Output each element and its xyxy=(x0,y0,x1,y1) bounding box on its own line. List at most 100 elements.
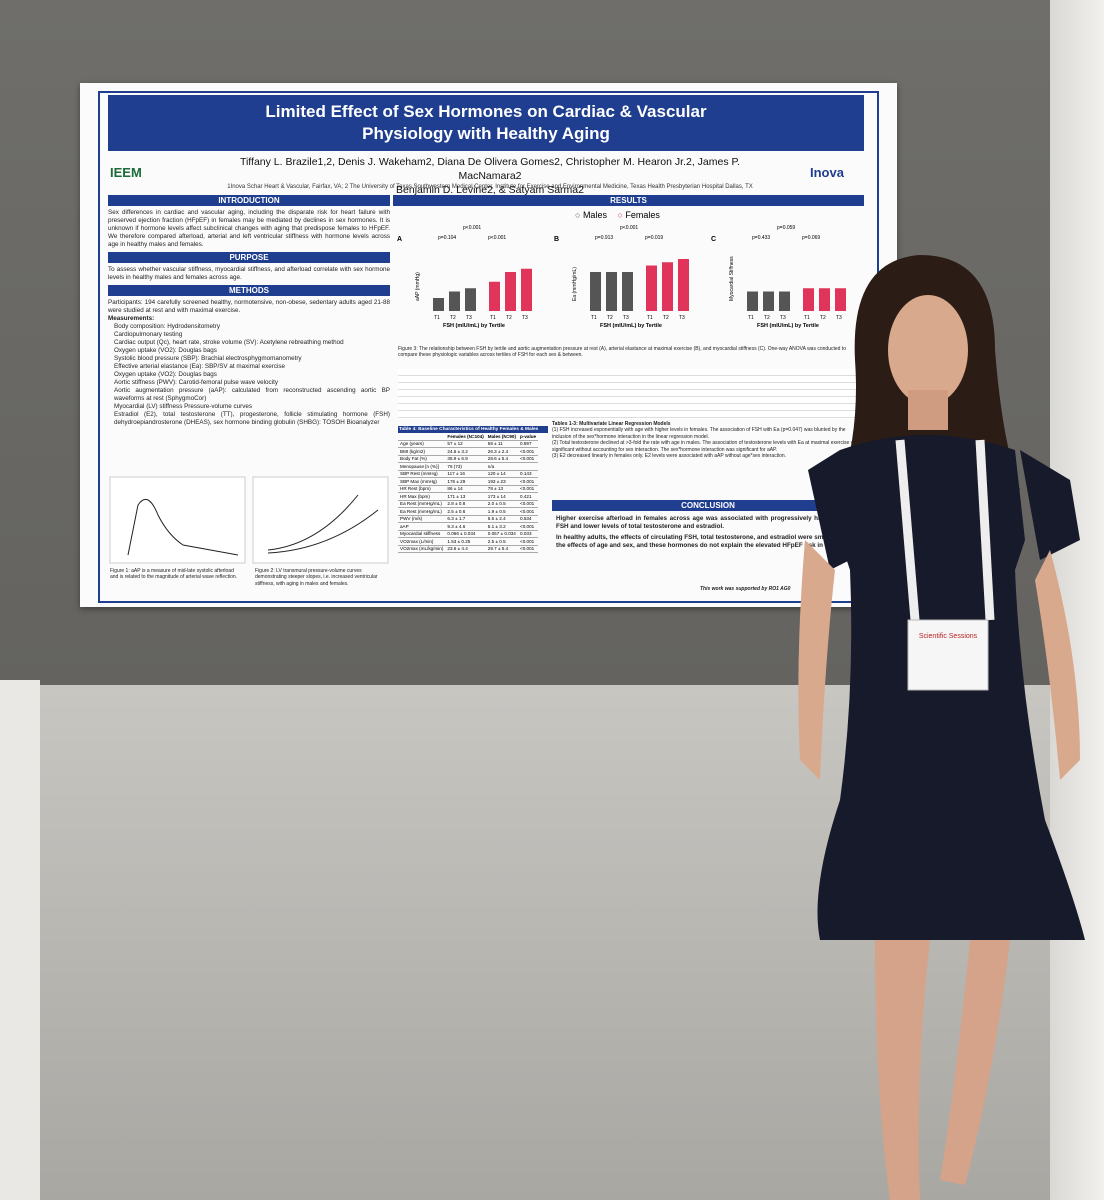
table-cell: 120 ± 14 xyxy=(485,470,519,478)
method-item: Systolic blood pressure (SBP): Brachial … xyxy=(114,355,302,362)
poster: Limited Effect of Sex Hormones on Cardia… xyxy=(80,83,897,607)
regression-tables xyxy=(398,369,864,419)
regression-summary: Tables 1-3: Multivariate Linear Regressi… xyxy=(552,421,864,459)
table-row: HR Rest (bpm) 86 ± 14 78 ± 13 <0.001 xyxy=(398,485,539,493)
y-axis-label: Myocardial Stiffness xyxy=(729,256,735,301)
table-cell: p-value xyxy=(518,433,539,441)
participants: Participants: 194 carefully screened hea… xyxy=(108,299,390,314)
method-item: Estradiol (E2), total testosterone (TT),… xyxy=(114,411,390,426)
method-item: Aortic stiffness (PWV): Carotid-femoral … xyxy=(114,379,279,386)
table-cell: SBP Max (mmHg) xyxy=(398,477,446,486)
table-row: Age (years) 57 ± 12 58 ± 11 0.897 xyxy=(398,440,539,448)
table-cell: 23.6 ± 4.4 xyxy=(445,545,486,553)
table-cell: 6.3 ± 1.7 xyxy=(445,515,486,523)
table-cell: Age (years) xyxy=(398,440,446,448)
section-heading: INTRODUCTION xyxy=(108,195,390,206)
table-cell: <0.001 xyxy=(518,477,539,486)
p-value: p=0.433 xyxy=(752,235,770,241)
tertile-label: T1 xyxy=(591,315,597,321)
bar-graphic xyxy=(465,288,476,311)
table-cell: 0.033 xyxy=(518,530,539,538)
method-item: Cardiopulmonary testing xyxy=(114,331,183,338)
table4: Table 4: Baseline Characteristics of Hea… xyxy=(398,426,548,553)
tertile-label: T2 xyxy=(663,315,669,321)
table-row: Ea Rest (mmHg/mL) 2.8 ± 0.8 2.0 ± 0.5 <0.00… xyxy=(398,500,539,508)
method-item: Body composition: Hydrodensitometry xyxy=(114,323,221,330)
table-row: HR Max (bpm) 171 ± 13 173 ± 14 0.421 xyxy=(398,492,539,501)
table-cell: 9.3 ± 4.6 xyxy=(445,522,486,531)
table-cell: BMI (kg/m2) xyxy=(398,447,446,456)
bar-graphic xyxy=(763,291,774,311)
badge-text: Scientific Sessions xyxy=(919,633,978,640)
bar-graphic xyxy=(779,291,790,311)
legend: ○ Males ○ Females xyxy=(575,210,660,220)
conclusion-point: In healthy adults, the effects of circul… xyxy=(556,534,862,549)
table-cell: <0.001 xyxy=(518,507,539,516)
table-header: Females (N=104) Males (N=90) p-value xyxy=(398,433,539,441)
p-value: p<0.001 xyxy=(463,225,481,231)
table-cell: Body Fat (%) xyxy=(398,455,446,463)
section-heading: METHODS xyxy=(108,285,390,296)
purpose-text: To assess whether vascular stiffness, my… xyxy=(108,266,390,281)
bar-graphic xyxy=(590,272,601,311)
bar-graphic xyxy=(803,288,814,311)
regression-title: Tables 1-3: Multivariate Linear Regressi… xyxy=(552,421,671,427)
table-cell: HR Rest (bpm) xyxy=(398,485,446,493)
conclusion: Higher exercise afterload in females acr… xyxy=(556,515,862,553)
table-title: Table 4: Baseline Characteristics of Hea… xyxy=(398,426,548,433)
table-row: SBP Rest (mmHg) 117 ± 16 120 ± 14 0.143 xyxy=(398,470,539,478)
table-cell: 1.9 ± 0.5 xyxy=(485,507,519,516)
bar-graphic xyxy=(835,288,846,311)
panel-label: B xyxy=(554,236,559,243)
bar-graphic xyxy=(747,291,758,311)
p-value: p<0.001 xyxy=(620,225,638,231)
regression-point: (2) Total testosterone declined at >3-fo… xyxy=(552,440,860,453)
poster-title: Limited Effect of Sex Hormones on Cardia… xyxy=(108,95,864,151)
table-cell: 117 ± 16 xyxy=(445,470,486,478)
table-cell: 0.421 xyxy=(518,492,539,501)
p-value: p=0.069 xyxy=(802,235,820,241)
table-row: Myocardial stiffness 0.066 ± 0.034 0.057 ±… xyxy=(398,530,539,538)
table-cell: n/a xyxy=(485,462,519,471)
y-axis-label: Ea (mmHg/mL) xyxy=(572,267,578,301)
table-cell: 2.8 ± 0.8 xyxy=(445,500,486,508)
table-cell: Males (N=90) xyxy=(485,433,519,441)
table-cell: 76 (73) xyxy=(445,462,486,471)
table-cell: 26.3 ± 2.4 xyxy=(485,447,519,456)
bar-graphic xyxy=(606,272,617,311)
table-cell: 29.7 ± 5.4 xyxy=(485,545,519,553)
section-heading: PURPOSE xyxy=(108,252,390,263)
tertile-label: T2 xyxy=(764,315,770,321)
table-cell: 171 ± 13 xyxy=(445,492,486,501)
p-value: p=0.104 xyxy=(438,235,456,241)
bar-graphic xyxy=(662,262,673,311)
bar-graphic xyxy=(622,272,633,311)
table-cell xyxy=(518,462,539,471)
bar-graphic xyxy=(505,272,516,311)
table-cell: Ea Rest (mmHg/mL) xyxy=(398,500,446,508)
affiliation: 1Inova Schar Heart & Vascular, Fairfax, … xyxy=(227,184,753,190)
table-cell: 57 ± 12 xyxy=(445,440,486,448)
table-row: SBP Max (mmHg) 176 ± 29 193 ± 23 <0.001 xyxy=(398,477,539,486)
table-cell: <0.001 xyxy=(518,455,539,463)
bar-graphic xyxy=(449,291,460,311)
table-row: PWV (m/s) 6.3 ± 1.7 6.5 ± 2.4 0.534 xyxy=(398,515,539,523)
regression-point: (3) E2 decreased linearly in females onl… xyxy=(552,453,787,460)
table-cell: 58 ± 11 xyxy=(485,440,519,448)
table-cell: HR Max (bpm) xyxy=(398,492,446,501)
table-cell: 6.5 ± 2.4 xyxy=(485,515,519,523)
method-item: Oxygen uptake (VO2): Douglas bags xyxy=(114,347,217,354)
tertile-label: T1 xyxy=(490,315,496,321)
figure-caption: Figure 2: LV transmural pressure-volume … xyxy=(255,568,378,587)
table-cell: 0.534 xyxy=(518,515,539,523)
x-axis-label: FSH (mIU/mL) by Tertile xyxy=(443,323,505,329)
method-item: Oxygen uptake (VO2): Douglas bags xyxy=(114,371,217,378)
p-value: p=0.059 xyxy=(777,225,795,231)
table-cell: Females (N=104) xyxy=(445,433,486,441)
measurements: Measurements: xyxy=(108,315,155,322)
p-value: p<0.001 xyxy=(488,235,506,241)
table-row: BMI (kg/m2) 24.6 ± 3.2 26.3 ± 2.4 <0.001 xyxy=(398,447,539,456)
person: Scientific Sessions xyxy=(798,255,1085,1200)
